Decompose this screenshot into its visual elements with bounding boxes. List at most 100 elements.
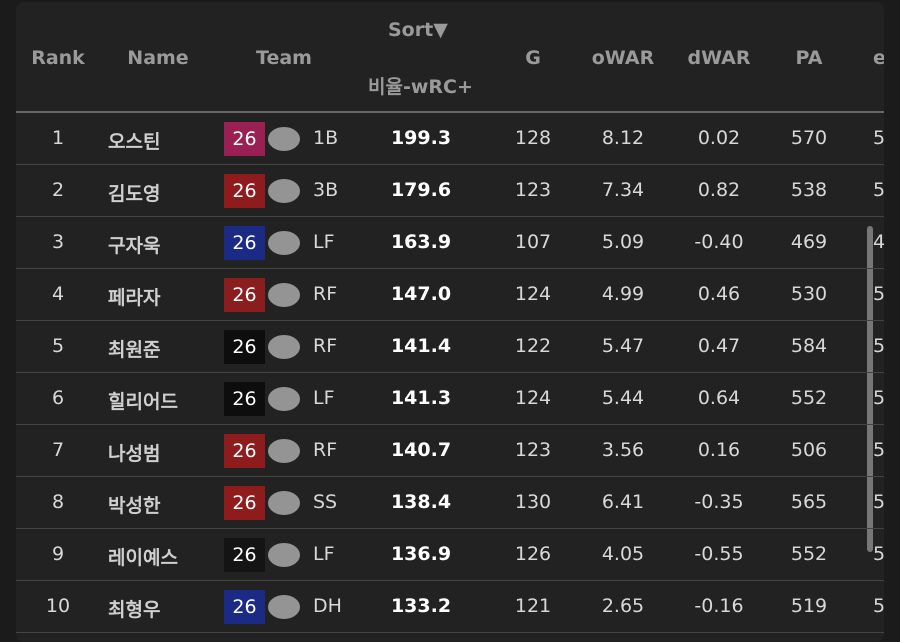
player-name[interactable]: 김도영 [108, 183, 161, 205]
cell-owar: 2.65 [601, 595, 645, 617]
cell-e: 5 [873, 491, 884, 513]
cell-rank: 2 [51, 179, 65, 201]
cell-wrc: 199.3 [390, 127, 452, 149]
position: DH [313, 595, 342, 617]
cell-wrc: 133.2 [390, 595, 452, 617]
team-badge: 26 [224, 538, 265, 572]
cell-rank: 3 [51, 231, 65, 253]
position: RF [313, 439, 338, 461]
cell-dwar: 0.16 [697, 439, 741, 461]
column-header[interactable]: G [525, 47, 541, 69]
position: RF [313, 335, 338, 357]
cell-pa: 530 [790, 283, 828, 305]
team-badge: 26 [224, 486, 265, 520]
cell-e: 5 [873, 387, 884, 409]
cell-dwar: -0.16 [694, 595, 744, 617]
position: LF [313, 387, 335, 409]
team-badge: 26 [224, 226, 265, 260]
cell-rank: 10 [45, 595, 71, 617]
position: SS [313, 491, 338, 513]
player-name[interactable]: 최형우 [108, 599, 161, 621]
player-name[interactable]: 오스틴 [108, 131, 161, 153]
team-logo [268, 595, 300, 619]
cell-owar: 7.34 [601, 179, 645, 201]
team-logo [268, 491, 300, 515]
cell-g: 122 [514, 335, 552, 357]
cell-g: 128 [514, 127, 552, 149]
cell-e: 5 [873, 335, 884, 357]
row-divider [16, 580, 884, 581]
player-name[interactable]: 페라자 [108, 287, 161, 309]
cell-pa: 570 [790, 127, 828, 149]
column-header[interactable]: oWAR [591, 47, 655, 69]
position: LF [313, 231, 335, 253]
column-header[interactable]: dWAR [687, 47, 751, 69]
player-name[interactable]: 최원준 [108, 339, 161, 361]
cell-dwar: 0.82 [697, 179, 741, 201]
cell-e: 5 [873, 595, 884, 617]
position: LF [313, 543, 335, 565]
scrollbar[interactable] [867, 226, 873, 552]
team-logo [268, 335, 300, 359]
player-name[interactable]: 구자욱 [108, 235, 161, 257]
column-header[interactable]: Rank [31, 47, 85, 69]
cell-pa: 565 [790, 491, 828, 513]
team-badge: 26 [224, 382, 265, 416]
cell-dwar: 0.46 [697, 283, 741, 305]
position: 3B [313, 179, 339, 201]
row-divider [16, 164, 884, 165]
cell-rank: 1 [51, 127, 65, 149]
cell-rank: 4 [51, 283, 65, 305]
team-badge: 26 [224, 278, 265, 312]
cell-rank: 5 [51, 335, 65, 357]
column-header[interactable]: PA [795, 47, 823, 69]
cell-e: 5 [873, 283, 884, 305]
sorted-column-header[interactable]: 비율-wRC+ [368, 76, 473, 98]
cell-dwar: 0.64 [697, 387, 741, 409]
cell-wrc: 141.3 [390, 387, 452, 409]
column-header[interactable]: Team [256, 47, 312, 69]
cell-pa: 552 [790, 543, 828, 565]
team-badge: 26 [224, 434, 265, 468]
cell-dwar: 0.47 [697, 335, 741, 357]
cell-rank: 7 [51, 439, 65, 461]
cell-owar: 5.44 [601, 387, 645, 409]
cell-owar: 5.09 [601, 231, 645, 253]
cell-dwar: -0.55 [694, 543, 744, 565]
cell-g: 130 [514, 491, 552, 513]
player-name[interactable]: 힐리어드 [108, 391, 178, 413]
row-divider [16, 476, 884, 477]
cell-g: 126 [514, 543, 552, 565]
cell-rank: 9 [51, 543, 65, 565]
cell-owar: 4.05 [601, 543, 645, 565]
player-name[interactable]: 나성범 [108, 443, 161, 465]
team-badge: 26 [224, 590, 265, 624]
cell-wrc: 147.0 [390, 283, 452, 305]
header-divider [16, 111, 884, 113]
cell-pa: 506 [790, 439, 828, 461]
cell-e: 5 [873, 127, 884, 149]
column-header[interactable]: e [873, 47, 884, 69]
cell-owar: 4.99 [601, 283, 645, 305]
team-logo [268, 387, 300, 411]
row-divider [16, 528, 884, 529]
row-divider [16, 424, 884, 425]
player-name[interactable]: 박성한 [108, 495, 161, 517]
cell-rank: 8 [51, 491, 65, 513]
team-badge: 26 [224, 174, 265, 208]
cell-rank: 6 [51, 387, 65, 409]
cell-pa: 538 [790, 179, 828, 201]
player-name[interactable]: 레이예스 [108, 547, 178, 569]
cell-dwar: -0.35 [694, 491, 744, 513]
team-logo [268, 127, 300, 151]
column-header[interactable]: Name [127, 47, 189, 69]
team-logo [268, 439, 300, 463]
sort-button[interactable]: Sort▼ [388, 19, 448, 41]
cell-e: 5 [873, 543, 884, 565]
team-logo [268, 543, 300, 567]
cell-dwar: -0.40 [694, 231, 744, 253]
cell-dwar: 0.02 [697, 127, 741, 149]
row-divider [16, 372, 884, 373]
team-badge: 26 [224, 122, 265, 156]
